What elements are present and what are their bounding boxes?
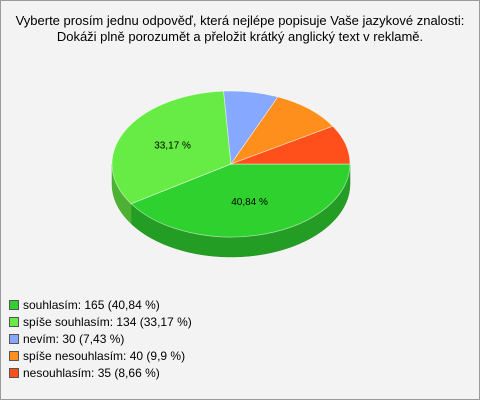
data-label: 33,17 % [154, 141, 191, 152]
legend-swatch [9, 317, 19, 327]
legend-swatch [9, 300, 19, 310]
data-label: 40,84 % [231, 197, 268, 208]
legend-swatch [9, 334, 19, 344]
legend-item: nesouhlasím: 35 (8,66 %) [9, 365, 160, 381]
legend-label: souhlasím: 165 (40,84 %) [23, 298, 160, 312]
legend-item: nevím: 30 (7,43 %) [9, 331, 124, 347]
pie-slice [230, 96, 334, 165]
legend-item: souhlasím: 165 (40,84 %) [9, 297, 160, 313]
pie-slice [111, 90, 232, 205]
legend-swatch [9, 368, 19, 378]
legend-item: spíše souhlasím: 134 (33,17 %) [9, 314, 192, 330]
legend-label: nevím: 30 (7,43 %) [23, 332, 125, 346]
pie-slice [230, 125, 351, 165]
legend-label: spíše nesouhlasím: 40 (9,9 %) [23, 349, 186, 363]
legend-item: spíše nesouhlasím: 40 (9,9 %) [9, 348, 185, 364]
pie: 40,84 % 33,17 % [111, 90, 351, 258]
legend-swatch [9, 351, 19, 361]
chart-title: Vyberte prosím jednu odpověď, která nejl… [15, 13, 465, 44]
legend-label: nesouhlasím: 35 (8,66 %) [23, 366, 160, 380]
legend-label: spíše souhlasím: 134 (33,17 %) [23, 315, 192, 329]
